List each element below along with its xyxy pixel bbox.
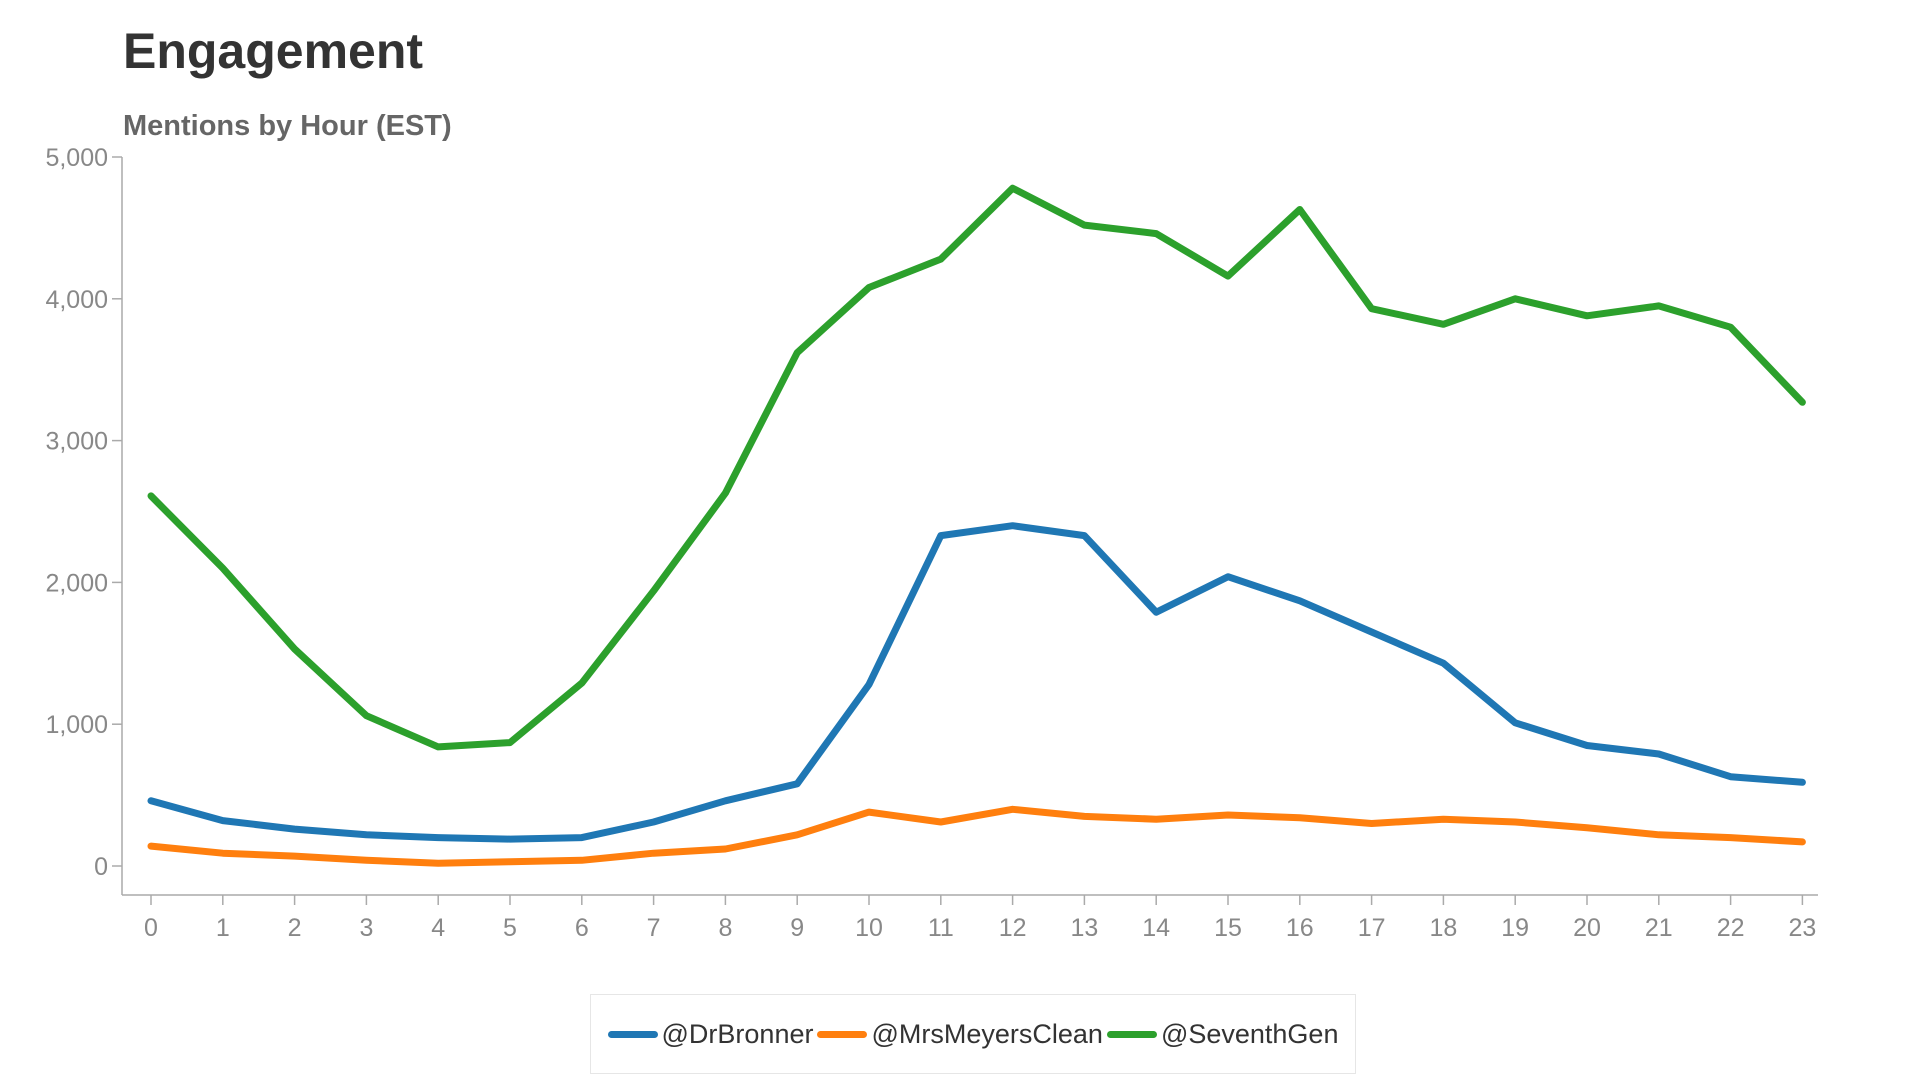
x-tick-label: 0 bbox=[144, 914, 158, 942]
legend-item-seventhgen[interactable]: @SeventhGen bbox=[1106, 1018, 1339, 1050]
page-title: Engagement bbox=[123, 23, 424, 79]
y-tick-label: 1,000 bbox=[45, 711, 108, 739]
y-tick-label: 3,000 bbox=[45, 428, 108, 456]
x-tick-label: 7 bbox=[647, 914, 661, 942]
x-tick-label: 9 bbox=[790, 914, 804, 942]
x-tick-label: 10 bbox=[855, 914, 883, 942]
legend-label: @MrsMeyersClean bbox=[871, 1018, 1103, 1049]
chart-legend: @DrBronner @MrsMeyersClean @SeventhGen bbox=[590, 994, 1356, 1074]
x-tick-label: 22 bbox=[1717, 914, 1745, 942]
x-tick-label: 23 bbox=[1788, 914, 1816, 942]
legend-label: @DrBronner bbox=[661, 1018, 814, 1049]
x-tick-label: 11 bbox=[928, 914, 954, 942]
x-tick-label: 13 bbox=[1070, 914, 1098, 942]
series-line-mrsmeyersclean bbox=[147, 805, 1806, 867]
legend-item-drbronner[interactable]: @DrBronner bbox=[607, 1018, 814, 1050]
legend-swatch bbox=[1106, 1030, 1157, 1038]
legend-item-mrsmeyersclean[interactable]: @MrsMeyersClean bbox=[817, 1018, 1103, 1050]
x-tick-label: 21 bbox=[1645, 914, 1673, 942]
x-tick-label: 1 bbox=[216, 914, 230, 942]
y-tick-label: 5,000 bbox=[45, 144, 108, 172]
x-tick-label: 17 bbox=[1358, 914, 1386, 942]
y-tick-label: 0 bbox=[94, 853, 108, 881]
chart-subtitle: Mentions by Hour (EST) bbox=[123, 110, 452, 142]
chart-series bbox=[147, 184, 1806, 867]
y-tick-label: 4,000 bbox=[45, 286, 108, 314]
series-line-drbronner bbox=[147, 522, 1806, 843]
x-tick-label: 19 bbox=[1501, 914, 1529, 942]
x-tick-label: 2 bbox=[288, 914, 302, 942]
x-tick-label: 5 bbox=[503, 914, 517, 942]
x-tick-label: 4 bbox=[431, 914, 445, 942]
y-tick-label: 2,000 bbox=[45, 569, 108, 597]
x-tick-label: 15 bbox=[1214, 914, 1242, 942]
legend-swatch bbox=[607, 1030, 658, 1038]
legend-swatch bbox=[817, 1030, 868, 1038]
x-tick-label: 16 bbox=[1286, 914, 1314, 942]
x-tick-label: 18 bbox=[1429, 914, 1457, 942]
series-line-seventhgen bbox=[147, 184, 1806, 751]
legend-label: @SeventhGen bbox=[1160, 1018, 1339, 1049]
x-tick-label: 3 bbox=[359, 914, 373, 942]
x-tick-label: 12 bbox=[999, 914, 1027, 942]
x-tick-label: 14 bbox=[1142, 914, 1170, 942]
x-tick-label: 20 bbox=[1573, 914, 1601, 942]
x-tick-label: 6 bbox=[575, 914, 589, 942]
x-tick-label: 8 bbox=[718, 914, 732, 942]
